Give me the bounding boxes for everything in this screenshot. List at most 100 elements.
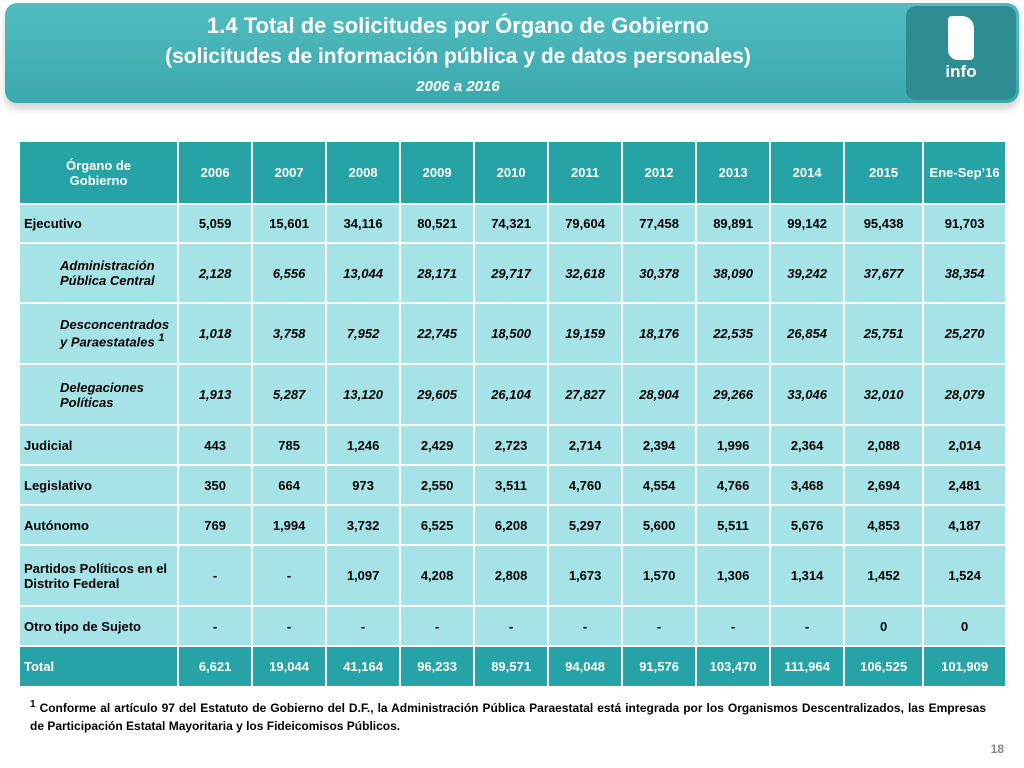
cell: 5,511 [695,504,772,546]
cell: 4,187 [922,504,1008,546]
cell: 41,164 [325,645,402,688]
column-header: 2014 [769,140,846,205]
cell: - [251,544,328,607]
cell: 1,994 [251,504,328,546]
cell: 6,525 [399,504,476,546]
column-header-text: 2007 [274,165,304,180]
cell: 74,321 [473,203,550,244]
cell: 89,571 [473,645,550,688]
cell: 3,758 [251,302,328,365]
cell: 3,732 [325,504,402,546]
cell: 77,458 [621,203,698,244]
cell: 5,297 [547,504,624,546]
data-row: Otro tipo de Sujeto - - - - - - - - -0 0 [17,605,1008,647]
row-label: Ejecutivo [17,203,180,244]
cell: 28,171 [399,242,476,304]
data-row: Judicial 443 785 1,246 2,429 2,723 2,714 2,394 1… [17,424,1008,466]
cell: 1,570 [621,544,698,607]
cell: 2,694 [843,464,925,506]
cell: 29,266 [695,363,772,426]
data-row: Legislativo 350 664 973 2,550 3,511 4,760 4,554… [17,464,1008,506]
title-banner: 1.4 Total de solicitudes por Órgano de G… [5,3,1019,103]
cell: 2,364 [769,424,846,466]
row-label: Judicial [17,424,180,466]
column-header: Ene-Sep’16 [922,140,1008,205]
footnote-ref: 1 [158,332,165,345]
cell: - [769,605,846,647]
cell: - [177,605,254,647]
cell: 111,964 [769,645,846,688]
cell: 22,745 [399,302,476,365]
cell: 6,208 [473,504,550,546]
total-row: Total 6,621 19,044 41,164 96,233 89,571 94,048… [17,645,1008,688]
cell: 6,556 [251,242,328,304]
data-row: Ejecutivo 5,059 15,601 34,116 80,521 74,321 79… [17,203,1008,244]
column-header: Órgano de Gobierno [17,140,180,205]
cell: 2,128 [177,242,254,304]
cell: 2,808 [473,544,550,607]
table: Órgano de Gobierno 2006 2007 2008 2009 2010 20… [17,140,1008,688]
column-header-text: 2014 [792,165,822,180]
cell: 18,500 [473,302,550,365]
cell: 95,438 [843,203,925,244]
row-label: Administración Pública Central [17,242,180,304]
cell: 37,677 [843,242,925,304]
cell: 7,952 [325,302,402,365]
column-header: 2012 [621,140,698,205]
cell: 39,242 [769,242,846,304]
column-header-text: 2006 [200,165,230,180]
cell: 80,521 [399,203,476,244]
column-header: 2007 [251,140,328,205]
column-header: 2006 [177,140,254,205]
logo: info [906,6,1016,100]
cell: 1,018 [177,302,254,365]
row-label-text: Administración Pública Central [60,258,155,288]
footnote: 1 Conforme al artículo 97 del Estatuto d… [30,696,986,735]
column-header-text: Órgano de Gobierno [66,157,132,188]
cell: 101,909 [922,645,1008,688]
cell: 350 [177,464,254,506]
footnote-mark: 1 [30,699,36,710]
row-label: Delegaciones Políticas [17,363,180,426]
cell: 29,717 [473,242,550,304]
cell: 973 [325,464,402,506]
column-header-text: 2011 [570,165,600,180]
row-label-text: Delegaciones Políticas [60,379,144,410]
cell: 5,600 [621,504,698,546]
cell: 106,525 [843,645,925,688]
cell: 4,554 [621,464,698,506]
cell: 1,524 [922,544,1008,607]
row-label-text: Total [24,659,55,674]
cell: 2,723 [473,424,550,466]
cell: 19,159 [547,302,624,365]
header-row: Órgano de Gobierno 2006 2007 2008 2009 2010 20… [17,140,1008,205]
cell: 25,270 [922,302,1008,365]
cell: 0 [922,605,1008,647]
cell: 5,287 [251,363,328,426]
column-header: 2011 [547,140,624,205]
column-header-text: 2009 [422,165,452,180]
cell: - [251,605,328,647]
cell: 2,429 [399,424,476,466]
cell: 38,090 [695,242,772,304]
cell: 5,676 [769,504,846,546]
cell: 0 [843,605,925,647]
cell: 15,601 [251,203,328,244]
column-header-text: Ene-Sep’16 [929,165,1000,180]
row-label: Legislativo [17,464,180,506]
cell: 27,827 [547,363,624,426]
cell: 38,354 [922,242,1008,304]
period: 2006 a 2016 [416,78,500,95]
cell: 769 [177,504,254,546]
column-header: 2013 [695,140,772,205]
cell: - [547,605,624,647]
row-label: Total [17,645,180,688]
cell: 4,853 [843,504,925,546]
cell: 79,604 [547,203,624,244]
cell: 29,605 [399,363,476,426]
subtitle: (solicitudes de información pública y de… [165,45,751,68]
row-label-text: Partidos Políticos en el Distrito Federa… [24,560,168,591]
cell: - [695,605,772,647]
cell: 443 [177,424,254,466]
cell: - [177,544,254,607]
